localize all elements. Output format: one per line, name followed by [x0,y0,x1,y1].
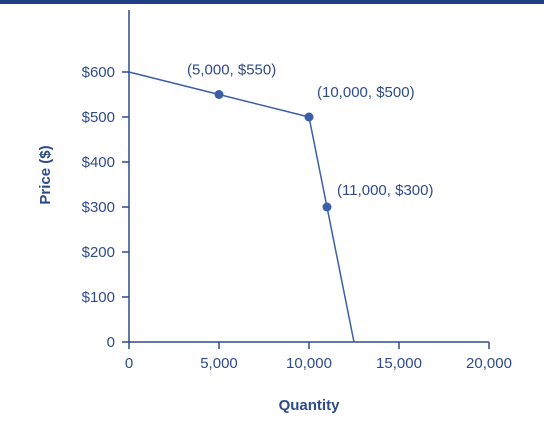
data-points [214,90,332,212]
x-axis-title: Quantity [279,397,340,414]
x-tick-label: 15,000 [376,355,422,372]
data-point [304,112,314,122]
data-point [214,90,224,99]
y-tick-label: $200 [82,244,115,261]
y-tick-label: $100 [82,289,115,306]
y-tick-label: $600 [82,64,115,81]
point-label: (5,000, $550) [187,62,276,79]
y-tick-label: $500 [82,109,115,126]
top-border [0,0,544,4]
point-label: (10,000, $500) [317,84,415,101]
x-tick-label: 0 [125,355,133,372]
x-tick-label: 10,000 [286,355,332,372]
data-point [322,202,332,212]
y-tick-label: 0 [107,334,115,351]
y-tick-label: $400 [82,154,115,171]
demand-curve-group [128,71,355,343]
tick-marks [122,71,490,349]
y-tick-label: $300 [82,199,115,216]
y-axis-title: Price ($) [37,145,54,204]
x-tick-label: 5,000 [200,355,238,372]
labels: 0 5,000 10,000 15,000 20,000 0 $100 $200 $300 $40… [82,62,512,373]
point-label: (11,000, $300) [337,182,433,199]
axes [128,10,489,343]
x-tick-label: 20,000 [466,355,512,372]
demand-curve [128,71,355,343]
